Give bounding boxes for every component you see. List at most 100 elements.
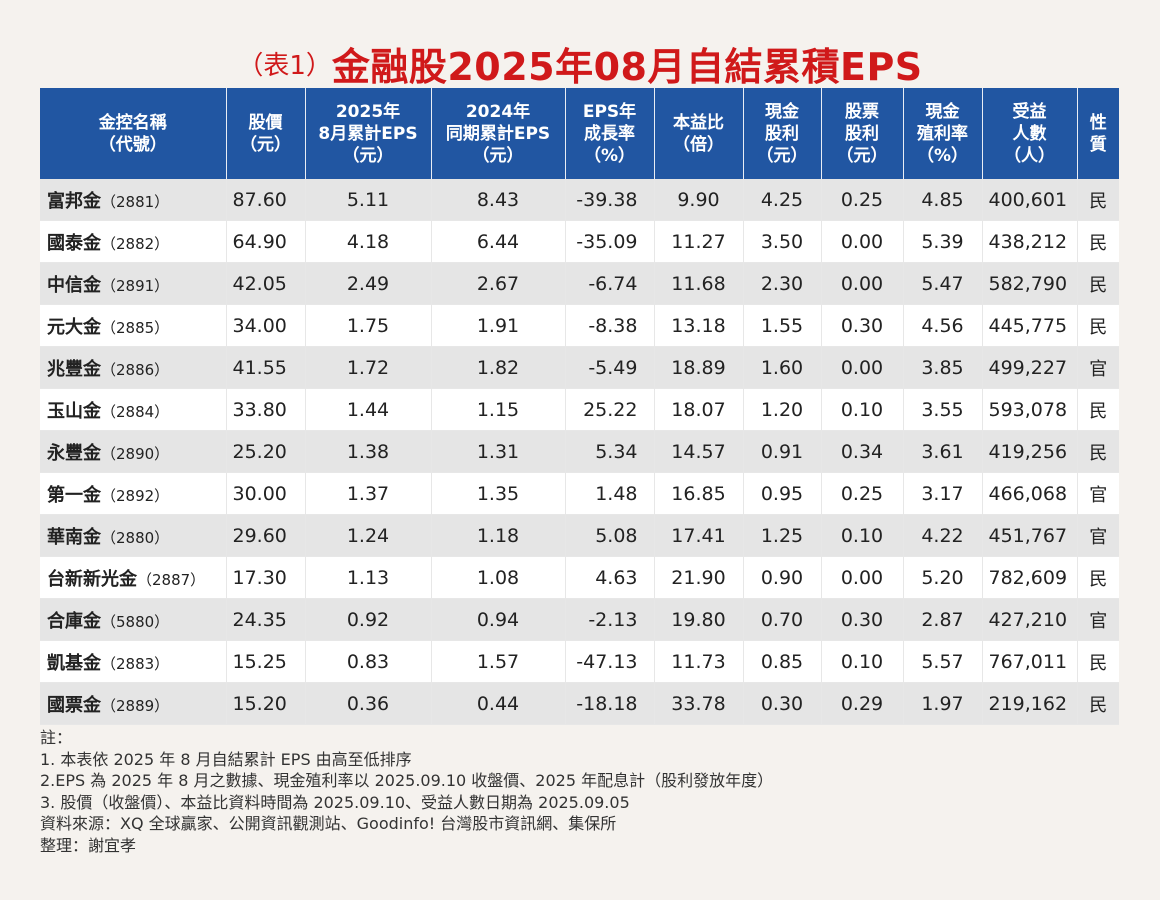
stock-code: （2881） [101,192,170,211]
cell-eps2024: 6.44 [431,220,566,263]
cell-eps2024: 1.35 [431,472,566,515]
table-header-row: 金控名稱 （代號） 股價 （元） 2025年 8月累計EPS （元） 2024年 同期累計EPS… [40,88,1119,179]
table-row: 凱基金（2883） 15.25 0.83 1.57 -47.13 11.73 0.85 0.1… [40,640,1119,683]
cell-holders: 451,767 [982,514,1078,557]
cell-holders: 445,775 [982,304,1078,347]
table-row: 元大金（2885） 34.00 1.75 1.91 -8.38 13.18 1.55 0.30… [40,304,1119,347]
cell-eps2025: 2.49 [305,262,432,305]
cell-pe: 11.27 [654,220,744,263]
cell-holders: 582,790 [982,262,1078,305]
header-line: 金控名稱 [98,112,167,133]
cell-yield: 3.85 [903,346,983,389]
cell-stock-div: 0.00 [821,346,904,389]
stock-code: （2892） [101,486,170,505]
column-header-holders: 受益 人數 （人） [982,88,1078,179]
company-name: 永豐金 [47,442,101,464]
cell-yield: 3.17 [903,472,983,515]
cell-eps2025: 5.11 [305,179,432,221]
cell-eps2025: 1.24 [305,514,432,557]
stock-code: （2884） [101,402,170,421]
header-line: （%） [583,145,636,166]
cell-eps2025: 0.36 [305,682,432,725]
cell-growth: -5.49 [565,346,655,389]
cell-pe: 33.78 [654,682,744,725]
cell-cash-div: 0.90 [743,556,822,599]
column-header-eps-growth: EPS年 成長率 （%） [565,88,655,179]
company-name: 國泰金 [47,232,101,254]
company-name: 第一金 [47,484,101,506]
cell-cash-div: 2.30 [743,262,822,305]
cell-eps2025: 4.18 [305,220,432,263]
notes-heading: 註： [40,728,73,747]
company-cell: 中信金（2891） [40,262,227,305]
table-row: 富邦金（2881） 87.60 5.11 8.43 -39.38 9.90 4.25 0.25… [40,179,1119,221]
column-header-cash-yield: 現金 殖利率 （%） [903,88,983,179]
stock-code: （2889） [101,696,170,715]
cell-yield: 4.56 [903,304,983,347]
company-cell: 凱基金（2883） [40,640,227,683]
company-cell: 元大金（2885） [40,304,227,347]
cell-eps2024: 1.15 [431,388,566,431]
company-cell: 永豐金（2890） [40,430,227,473]
header-line: （%） [916,145,969,166]
note-line: 整理：謝宜孝 [40,835,137,855]
cell-yield: 5.47 [903,262,983,305]
header-line: 2025年 [335,101,401,122]
cell-type: 民 [1077,179,1119,221]
cell-pe: 9.90 [654,179,744,221]
cell-yield: 3.61 [903,430,983,473]
cell-stock-div: 0.10 [821,388,904,431]
header-line: （元） [756,145,808,166]
cell-price: 15.25 [226,640,306,683]
header-line: 質 [1089,134,1107,155]
company-name: 兆豐金 [47,358,101,380]
cell-stock-div: 0.10 [821,514,904,557]
cell-yield: 3.55 [903,388,983,431]
title-main: 金融股2025年08月自結累積EPS [331,45,923,89]
cell-eps2024: 8.43 [431,179,566,221]
header-line: （倍） [673,134,724,155]
cell-stock-div: 0.30 [821,304,904,347]
cell-stock-div: 0.10 [821,640,904,683]
cell-price: 29.60 [226,514,306,557]
company-name: 合庫金 [47,610,101,632]
cell-stock-div: 0.29 [821,682,904,725]
cell-eps2024: 2.67 [431,262,566,305]
cell-holders: 438,212 [982,220,1078,263]
cell-price: 34.00 [226,304,306,347]
header-line: 成長率 [584,123,635,144]
stock-code: （5880） [101,612,170,631]
cell-price: 33.80 [226,388,306,431]
column-header-name-code: 金控名稱 （代號） [40,88,227,179]
cell-cash-div: 1.25 [743,514,822,557]
header-line: 同期累計EPS [445,123,551,144]
column-header-eps-2024: 2024年 同期累計EPS （元） [431,88,566,179]
cell-growth: 1.48 [565,472,655,515]
cell-stock-div: 0.00 [821,556,904,599]
cell-eps2024: 0.94 [431,598,566,641]
column-header-cash-dividend: 現金 股利 （元） [743,88,822,179]
header-line: 現金 [925,101,960,122]
company-cell: 玉山金（2884） [40,388,227,431]
cell-pe: 17.41 [654,514,744,557]
cell-pe: 19.80 [654,598,744,641]
cell-holders: 466,068 [982,472,1078,515]
company-name: 富邦金 [47,190,101,212]
cell-eps2024: 1.82 [431,346,566,389]
cell-holders: 419,256 [982,430,1078,473]
cell-cash-div: 4.25 [743,179,822,221]
cell-holders: 782,609 [982,556,1078,599]
cell-eps2024: 1.31 [431,430,566,473]
cell-eps2025: 1.13 [305,556,432,599]
table-row: 合庫金（5880） 24.35 0.92 0.94 -2.13 19.80 0.70 0.30… [40,598,1119,641]
cell-price: 24.35 [226,598,306,641]
cell-cash-div: 0.70 [743,598,822,641]
cell-price: 25.20 [226,430,306,473]
stock-code: （2883） [101,654,170,673]
header-line: （人） [1004,145,1055,166]
cell-cash-div: 0.85 [743,640,822,683]
cell-stock-div: 0.00 [821,262,904,305]
header-line: 人數 [1012,123,1047,144]
header-line: 受益 [1012,101,1047,122]
cell-price: 17.30 [226,556,306,599]
